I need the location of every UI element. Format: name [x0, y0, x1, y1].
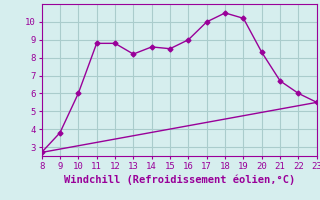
- X-axis label: Windchill (Refroidissement éolien,°C): Windchill (Refroidissement éolien,°C): [64, 175, 295, 185]
